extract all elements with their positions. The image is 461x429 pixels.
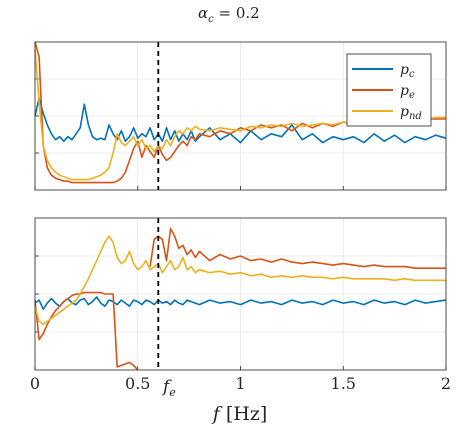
fe-label: fe xyxy=(161,377,176,399)
x-tick-label: 2 xyxy=(441,374,451,393)
bottom-axes-box xyxy=(34,217,447,371)
bottom-series-line-pnd xyxy=(34,235,446,326)
legend: pc pe pnd xyxy=(346,53,432,127)
x-tick-labels: 0 0.5 1 1.5 2 xyxy=(30,374,451,393)
top-series-lines xyxy=(34,41,447,184)
top-series-line-pnd xyxy=(34,49,446,181)
bottom-panel xyxy=(34,217,447,371)
x-tick-label: 0 xyxy=(30,374,40,393)
x-tick-label: 0.5 xyxy=(125,374,150,393)
bottom-series-line-pe xyxy=(34,227,446,371)
figure-title: αc = 0.2 xyxy=(198,4,260,25)
top-series-line-pe xyxy=(34,41,446,184)
legend-label-pc: pc xyxy=(400,62,415,80)
top-series-line-pc xyxy=(34,97,447,144)
x-tick-label: 1 xyxy=(235,374,245,393)
legend-label-pnd: pnd xyxy=(400,104,422,122)
x-tick-label: 1.5 xyxy=(331,374,356,393)
legend-label-pe: pe xyxy=(400,83,415,101)
bottom-series-line-pc xyxy=(34,296,447,310)
bottom-series-lines xyxy=(34,227,447,371)
x-axis-label: f [Hz] xyxy=(211,403,268,425)
top-panel: pc pe pnd xyxy=(34,41,447,191)
top-axes-box xyxy=(34,41,447,191)
bottom-grid xyxy=(34,218,447,370)
